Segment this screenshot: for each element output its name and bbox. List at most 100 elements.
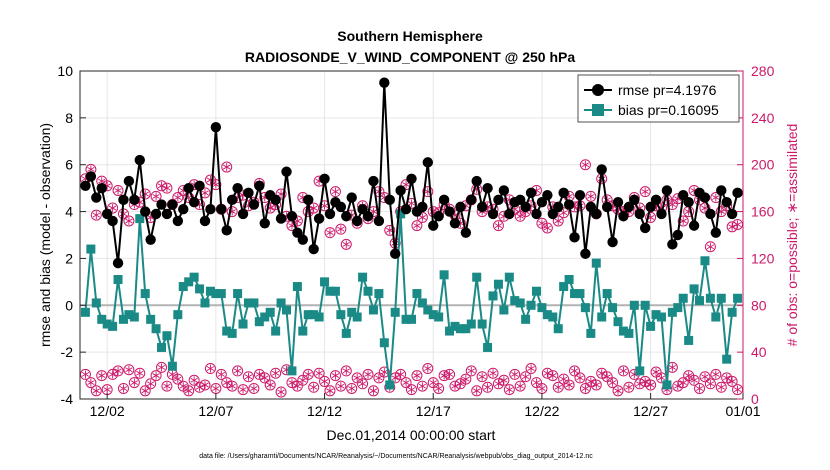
x-tick-label-4: 12/22 [524,403,559,419]
bias-series-marker-115 [705,293,715,303]
obs-low-star-30-2 [244,374,253,380]
left-tick-label-5: 6 [65,157,73,173]
rmse-series-marker-104 [645,201,656,213]
obs-low-star-98-2 [614,388,622,394]
rmse-series-marker-65 [433,211,444,222]
rmse-series-marker-30 [243,187,254,199]
obs-low-point-33 [259,372,271,384]
rmse-series-marker-117 [716,185,727,196]
obs-high-star-3-2 [98,178,106,184]
obs-low-point-74 [482,381,494,393]
rmse-series-marker-36 [275,213,287,224]
bias-series-marker-27 [227,328,237,338]
right-tick-label-6: 240 [751,110,775,126]
bias-series-marker-46 [330,286,340,296]
rmse-series-marker-24 [210,122,222,133]
y2-axis-label: # of obs: o=possible; ∗=assimilated [784,124,800,347]
rmse-series-marker-56 [384,194,395,206]
obs-low-star-9-2 [130,380,139,385]
bias-series-marker-75 [488,291,498,301]
obs-low-circle-34 [264,379,276,391]
bias-series [80,209,743,390]
obs-low-star-89-2 [565,382,573,388]
rmse-series-marker-73 [476,201,488,213]
obs-low-point-70 [460,373,472,385]
rmse-series-marker-69 [455,201,466,213]
bias-series-marker-52 [363,286,373,296]
obs-high-star-42-2 [309,205,318,211]
obs-low-star-90-2 [570,368,579,374]
obs-low-point-71 [465,365,477,377]
obs-high-star-26-2 [223,164,231,170]
obs-low-point-9 [128,377,140,389]
obs-low-star-15-2 [163,383,171,389]
left-tick-label-1: -2 [61,344,74,360]
rmse-series-marker-55 [379,77,390,88]
obs-low-point-7 [117,382,129,394]
obs-high-point-24 [210,179,222,191]
obs-high-star-88-2 [559,210,568,216]
obs-low-point-25 [215,368,227,380]
obs-low-star-1-2 [87,380,95,385]
obs-high-star-87-2 [554,218,562,224]
bias-series-marker-65 [434,312,444,322]
obs-low-star-47-2 [337,383,345,389]
bias-series-marker-36 [276,298,286,308]
obs-low-star-87-2 [554,384,562,390]
obs-low-point-29 [237,384,249,396]
rmse-series-marker-15 [161,208,173,220]
obs-low-point-72 [471,385,483,397]
bias-series-marker-112 [689,284,699,294]
obs-low-circle-7 [117,382,129,394]
obs-low-circle-20 [188,374,200,386]
rmse-series-marker-114 [699,192,711,203]
bias-series-marker-21 [195,284,205,294]
obs-low-star-118-2 [723,375,731,381]
obs-high-point-85 [541,222,553,234]
bias-series-marker-54 [374,289,384,299]
obs-low-star-62-2 [418,383,427,389]
rmse-series [80,77,743,269]
obs-low-circle-51 [357,378,369,390]
rmse-series-marker-63 [422,157,434,168]
obs-low-circle-112 [688,374,700,386]
obs-low-star-65-2 [434,386,443,391]
left-tick-label-6: 8 [65,110,73,126]
obs-low-circle-25 [215,368,227,380]
obs-low-circle-33 [259,372,271,384]
obs-low-circle-49 [346,382,358,394]
obs-low-star-59-2 [402,380,410,385]
bias-series-marker-86 [548,312,558,322]
obs-low-circle-8 [123,364,135,376]
obs-low-circle-10 [134,367,146,379]
obs-low-star-25-2 [217,372,225,377]
obs-low-star-105-2 [652,369,660,375]
obs-high-circle-36 [275,188,287,200]
bias-series-marker-35 [271,326,281,336]
obs-low-point-89 [563,379,575,391]
rmse-series-marker-58 [395,185,406,196]
obs-low-point-62 [416,380,428,392]
obs-low-circle-67 [444,368,456,380]
bias-series-marker-93 [586,328,596,338]
legend: rmse pr=4.1976 bias pr=0.16095 [577,74,740,123]
rmse-series-marker-7 [118,194,129,206]
bias-series-marker-14 [157,342,167,352]
chart-subtitle: RADIOSONDE_V_WIND_COMPONENT @ 250 hPa [245,49,575,65]
x-axis-label: Dec.01,2014 00:00:00 start [327,427,496,443]
obs-high-point-87 [552,215,564,227]
obs-high-star-54-2 [375,189,383,195]
obs-low-point-36 [275,386,287,398]
bias-series-marker-6 [113,275,123,285]
obs-low-circle-11 [139,385,151,397]
bias-series-marker-83 [531,286,541,296]
obs-high-star-103-2 [641,189,649,195]
bias-series-marker-68 [450,321,460,331]
bias-series-marker-104 [646,321,656,331]
left-tick-label-0: -4 [61,391,74,407]
rmse-series-marker-16 [167,199,178,210]
obs-low-star-72-2 [473,388,481,394]
obs-low-star-78-2 [505,387,514,393]
obs-high-point-59 [400,179,412,191]
obs-high-circle-48 [340,238,352,250]
